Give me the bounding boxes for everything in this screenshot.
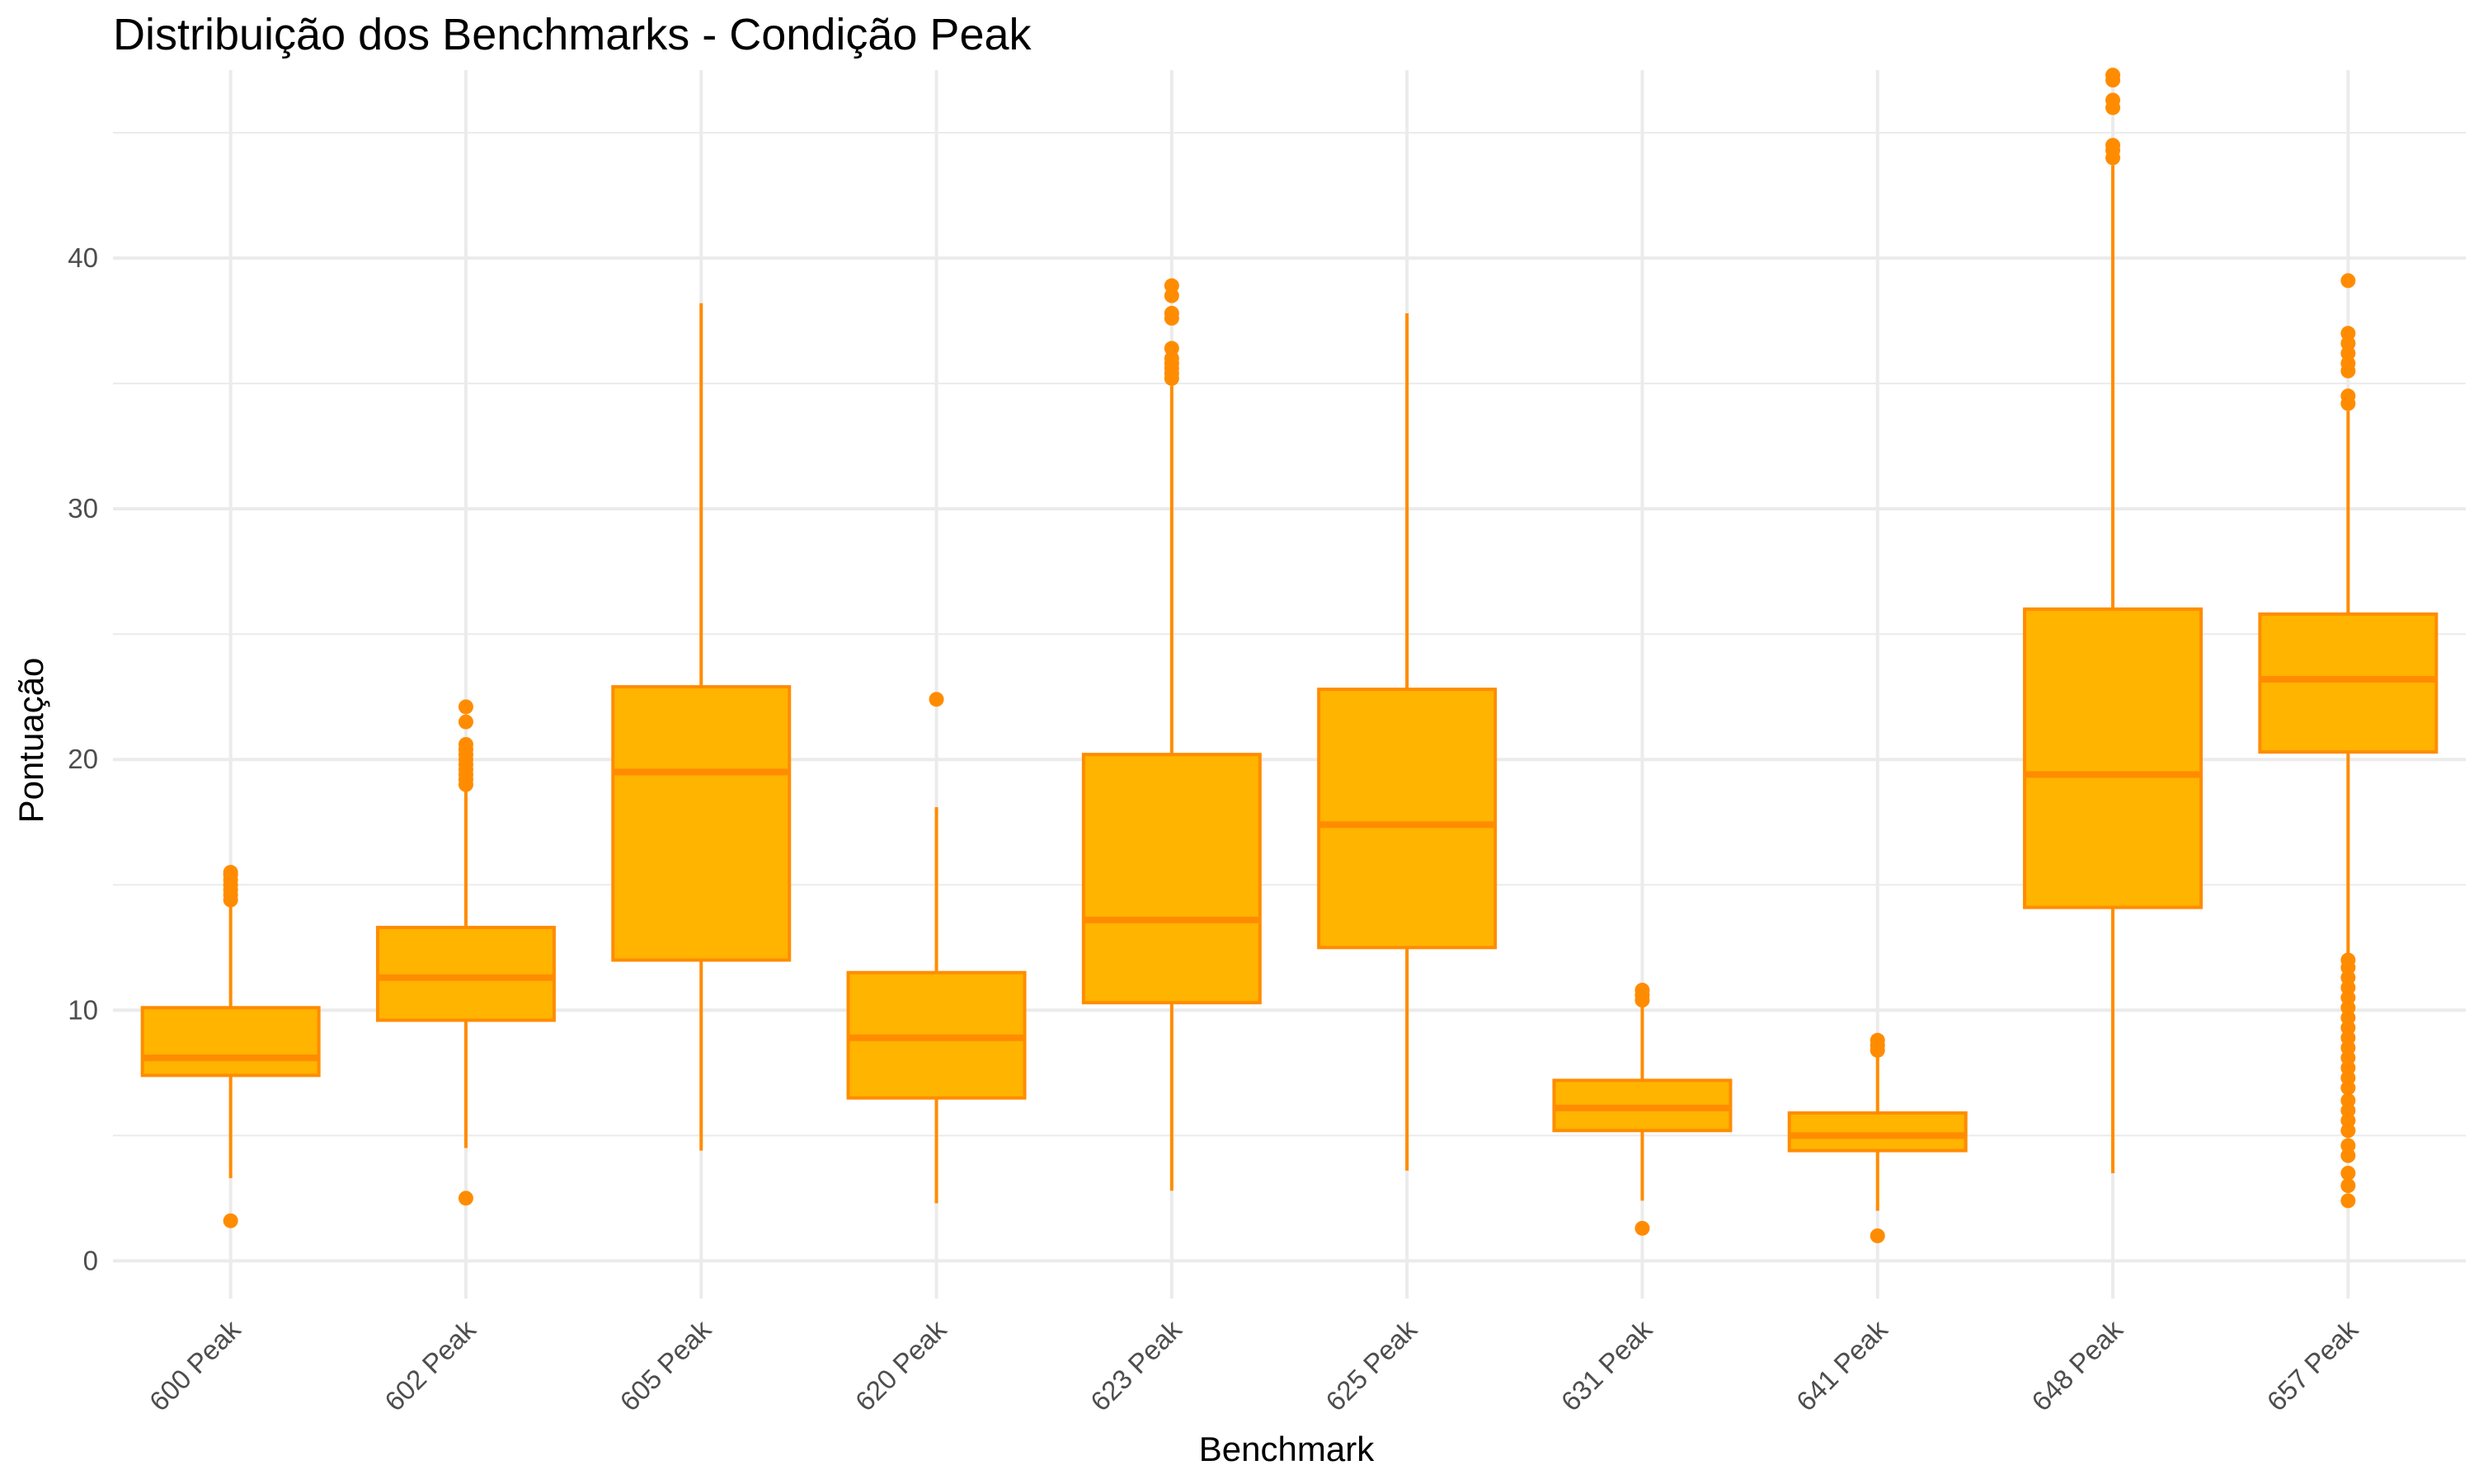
outlier-point — [1164, 305, 1179, 321]
box-5 — [1081, 278, 1262, 1191]
y-tick-label: 20 — [68, 744, 98, 774]
outlier-point — [1164, 340, 1179, 356]
outlier-point — [2105, 92, 2121, 108]
iqr-box — [2023, 607, 2204, 909]
iqr-box — [1317, 688, 1498, 950]
x-tick-label: 631 Peak — [1555, 1313, 1658, 1416]
iqr-box — [2258, 612, 2439, 754]
box-4 — [846, 692, 1027, 1204]
outlier-point — [2340, 273, 2356, 289]
y-tick-label: 30 — [68, 493, 98, 524]
x-tick-label: 620 Peak — [849, 1313, 952, 1416]
outlier-point — [1870, 1032, 1885, 1048]
x-axis-ticks: 600 Peak 602 Peak 605 Peak 620 Peak 623 Peak… — [143, 1313, 2364, 1416]
outlier-point — [223, 865, 238, 881]
outlier-point — [223, 1213, 238, 1228]
outlier-point — [2340, 1165, 2356, 1181]
x-tick-label: 605 Peak — [614, 1313, 717, 1416]
x-tick-label: 602 Peak — [379, 1313, 482, 1416]
y-tick-label: 40 — [68, 242, 98, 273]
x-axis-title: Benchmark — [1199, 1430, 1375, 1468]
outlier-point — [458, 699, 473, 715]
outlier-point — [2105, 68, 2121, 83]
y-axis-ticks: 0 10 20 30 40 — [68, 242, 98, 1275]
outlier-point — [1164, 278, 1179, 294]
outlier-point — [2340, 388, 2356, 404]
x-tick-label: 648 Peak — [2025, 1313, 2128, 1416]
outlier-point — [929, 692, 944, 707]
y-tick-label: 10 — [68, 994, 98, 1025]
iqr-box — [611, 685, 792, 962]
iqr-box — [375, 925, 556, 1022]
y-tick-label: 0 — [83, 1245, 98, 1275]
outlier-point — [2340, 952, 2356, 968]
outlier-point — [1870, 1228, 1885, 1243]
x-tick-label: 600 Peak — [143, 1313, 247, 1416]
outlier-point — [2340, 1138, 2356, 1153]
outlier-point — [2340, 1193, 2356, 1209]
x-tick-label: 625 Peak — [1319, 1313, 1423, 1416]
chart-title: Distribuição dos Benchmarks - Condição P… — [113, 10, 1032, 59]
iqr-box — [140, 1006, 321, 1078]
outlier-point — [458, 714, 473, 730]
outlier-point — [458, 1190, 473, 1206]
x-tick-label: 641 Peak — [1790, 1313, 1893, 1416]
iqr-box — [1081, 753, 1262, 1005]
box-1 — [140, 865, 321, 1228]
box-8 — [1787, 1032, 1968, 1243]
iqr-box — [1787, 1111, 1968, 1153]
outlier-point — [458, 736, 473, 752]
outlier-point — [2340, 1178, 2356, 1194]
box-6 — [1317, 312, 1498, 1171]
box-3 — [611, 303, 792, 1151]
outlier-point — [1634, 1220, 1650, 1236]
outlier-point — [2340, 1092, 2356, 1108]
x-tick-label: 623 Peak — [1084, 1313, 1188, 1416]
outlier-point — [2340, 326, 2356, 341]
outlier-point — [1634, 982, 1650, 998]
plot-area — [140, 68, 2439, 1243]
box-9 — [2023, 68, 2204, 1173]
y-axis-title: Pontuação — [12, 658, 50, 824]
box-10 — [2258, 273, 2439, 1209]
outlier-point — [2105, 138, 2121, 153]
box-7 — [1552, 982, 1733, 1236]
box-2 — [375, 699, 556, 1206]
x-tick-label: 657 Peak — [2261, 1313, 2364, 1416]
